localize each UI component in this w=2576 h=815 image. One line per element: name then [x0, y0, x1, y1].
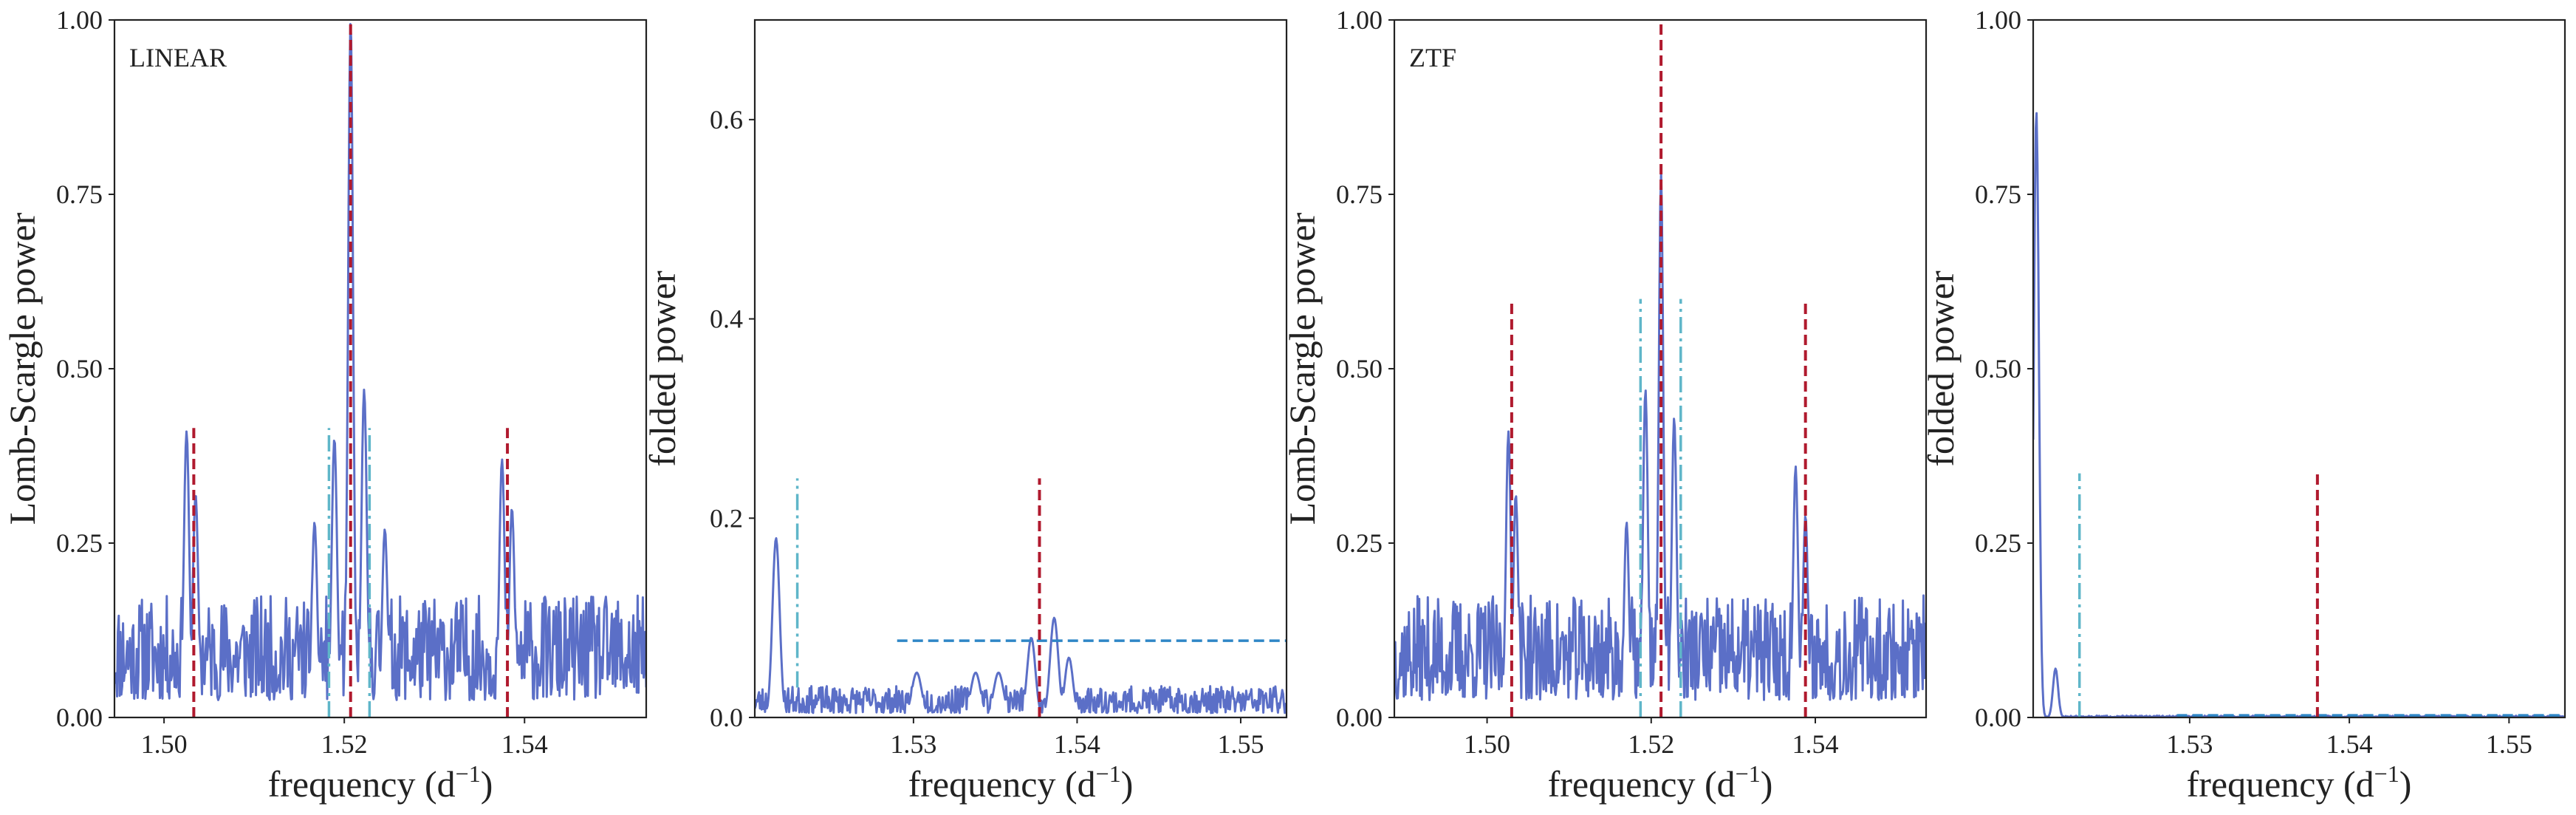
y-tick-label: 0.75 [1336, 180, 1383, 209]
periodogram-series-line [2033, 112, 2565, 717]
x-axis-label: frequency (d−1) [1548, 760, 1773, 805]
y-tick-label: 0.25 [1336, 528, 1383, 558]
y-axis-label: folded power [642, 270, 683, 467]
panel-survey-label: ZTF [1409, 43, 1456, 72]
axes-frame [2032, 18, 2566, 719]
y-tick-label: 1.00 [56, 5, 103, 35]
y-tick-label: 0.50 [1336, 354, 1383, 383]
x-tick-label: 1.54 [2326, 729, 2373, 759]
y-tick-label: 1.00 [1975, 5, 2021, 35]
axes-frame [753, 18, 1288, 719]
periodogram-series-line [755, 537, 1287, 715]
y-axis-label: folded power [1920, 270, 1962, 467]
x-tick-label: 1.52 [321, 729, 368, 759]
x-tick-label: 1.55 [2486, 729, 2532, 759]
y-tick-label: 0.6 [710, 105, 743, 134]
x-tick-label: 1.54 [501, 729, 548, 759]
y-axis-label: Lomb-Scargle power [1, 212, 43, 525]
x-axis-label: frequency (d−1) [268, 760, 493, 805]
x-tick-label: 1.54 [1792, 729, 1839, 759]
chart-panel-3: 1.50 1.52 1.54 0.00 0.25 0.50 0.75 1.00 frequenc… [1281, 5, 1928, 805]
x-tick-label: 1.50 [141, 729, 188, 759]
y-tick-label: 0.4 [710, 304, 743, 334]
chart-panel-4: 1.53 1.54 1.55 0.00 0.25 0.50 0.75 1.00 frequenc… [1920, 5, 2566, 805]
periodogram-series-line [114, 23, 646, 701]
x-tick-label: 1.50 [1464, 729, 1510, 759]
y-tick-label: 0.75 [56, 180, 103, 209]
y-tick-label: 0.50 [56, 354, 103, 383]
y-tick-label: 1.00 [1336, 5, 1383, 35]
chart-panel-1: 1.50 1.52 1.54 0.00 0.25 0.50 0.75 1.00 frequenc… [1, 5, 648, 805]
x-tick-label: 1.54 [1054, 729, 1100, 759]
y-tick-label: 0.00 [1336, 703, 1383, 732]
y-tick-label: 0.00 [1975, 703, 2021, 732]
x-tick-label: 1.52 [1628, 729, 1674, 759]
x-tick-label: 1.55 [1217, 729, 1264, 759]
y-tick-label: 0.2 [710, 503, 743, 533]
x-tick-label: 1.53 [890, 729, 936, 759]
x-axis-label: frequency (d−1) [2187, 760, 2412, 805]
x-tick-label: 1.53 [2166, 729, 2213, 759]
x-axis-label: frequency (d−1) [908, 760, 1134, 805]
periodogram-series-line [1394, 172, 1926, 701]
panel-survey-label: LINEAR [129, 43, 227, 72]
chart-panel-2: 1.53 1.54 1.55 0.0 0.2 0.4 0.6 frequency (d−1) f… [642, 18, 1288, 805]
y-tick-label: 0.00 [56, 703, 103, 732]
y-tick-label: 0.50 [1975, 354, 2021, 383]
y-tick-label: 0.25 [56, 528, 103, 558]
y-tick-label: 0.25 [1975, 528, 2021, 558]
y-tick-label: 0.75 [1975, 180, 2021, 209]
y-axis-label: Lomb-Scargle power [1281, 212, 1323, 525]
y-tick-label: 0.0 [710, 703, 743, 732]
